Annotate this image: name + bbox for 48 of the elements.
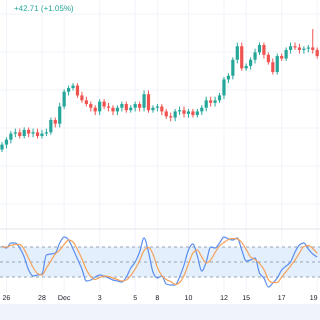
candlestick — [89, 101, 92, 112]
candlestick — [58, 102, 62, 128]
candlestick — [49, 117, 52, 136]
candlestick — [226, 72, 230, 84]
candlestick — [218, 92, 222, 104]
candlestick — [311, 28, 314, 54]
candlestick — [94, 104, 97, 116]
candlestick — [284, 46, 288, 62]
candlestick — [213, 96, 217, 107]
candlestick — [164, 108, 168, 120]
candlestick — [102, 98, 106, 110]
candlestick — [116, 104, 120, 116]
candlestick — [240, 42, 244, 72]
candlestick — [124, 101, 128, 114]
candlestick — [231, 56, 234, 80]
candlestick — [258, 42, 262, 56]
candlestick — [253, 48, 257, 64]
candlestick — [146, 90, 150, 114]
candlestick — [22, 126, 26, 139]
candlestick — [76, 82, 80, 98]
candlestick — [134, 101, 137, 112]
candlestick — [174, 108, 177, 122]
candlestick — [271, 58, 274, 76]
candlestick — [62, 88, 66, 110]
text: +42.71 (+1.05%) — [14, 4, 74, 13]
candlestick — [98, 98, 102, 116]
candlestick — [316, 46, 319, 60]
candlestick — [182, 106, 186, 118]
candlestick — [9, 130, 12, 144]
candlestick — [204, 96, 208, 112]
candlestick — [298, 43, 302, 54]
candlestick — [236, 42, 239, 64]
candlestick — [262, 42, 266, 60]
candlestick — [222, 76, 226, 100]
candlestick — [288, 42, 292, 54]
candlestick — [4, 136, 8, 149]
candlestick — [0, 142, 4, 152]
candlestick — [111, 104, 115, 116]
candlestick — [142, 90, 146, 112]
candlestick — [54, 117, 57, 128]
candlestick — [276, 53, 279, 76]
candlestick — [18, 128, 22, 139]
candlestick — [249, 56, 252, 70]
candlestick — [209, 96, 212, 107]
candlestick — [84, 96, 88, 107]
candlestick — [200, 104, 204, 116]
candlestick — [80, 91, 84, 104]
candlestick — [160, 104, 164, 116]
